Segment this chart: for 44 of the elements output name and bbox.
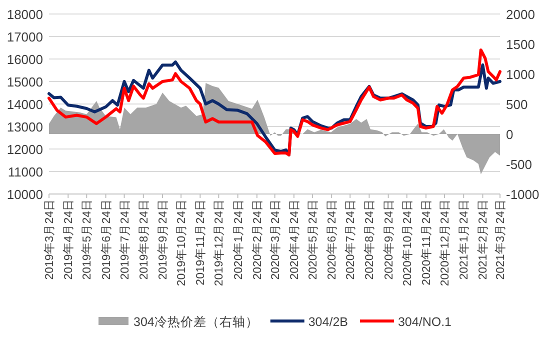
y2-tick-label: -1000: [506, 187, 540, 202]
y-tick-label: 17000: [6, 30, 43, 44]
y2-tick-label: 500: [506, 97, 528, 112]
x-tick-label: 2019年9月24日: [156, 199, 170, 280]
x-tick-label: 2021年3月24日: [494, 199, 507, 280]
x-tick-label: 2020年5月24日: [306, 199, 320, 280]
x-tick-label: 2019年7月24日: [118, 199, 132, 280]
legend-label: 304/2B: [308, 315, 348, 329]
y-tick-label: 14000: [6, 97, 43, 112]
y-tick-label: 16000: [6, 52, 43, 67]
legend-label: 304/NO.1: [398, 315, 452, 329]
x-tick-label: 2021年1月24日: [458, 199, 471, 280]
x-tick-label: 2019年4月24日: [62, 199, 76, 280]
x-tick-label: 2019年12月24日: [212, 199, 226, 286]
legend-label: 304冷热价差（右轴）: [134, 315, 258, 329]
x-tick-label: 2019年5月24日: [80, 199, 94, 280]
y-tick-label: 12000: [6, 142, 43, 157]
x-tick-label: 2021年2月24日: [476, 199, 490, 280]
x-tick-label: 2019年3月24日: [43, 199, 56, 280]
x-tick-label: 2019年8月24日: [137, 199, 150, 280]
x-tick-label: 2020年1月24日: [232, 199, 245, 280]
x-tick-label: 2020年12月24日: [438, 199, 452, 286]
y2-tick-label: 1000: [506, 67, 535, 82]
x-tick-label: 2019年6月24日: [100, 199, 113, 280]
x-tick-label: 2019年11月24日: [194, 199, 208, 286]
x-tick-label: 2020年11月24日: [420, 199, 433, 286]
y2-tick-label: 2000: [506, 7, 535, 22]
y-tick-label: 18000: [6, 7, 43, 22]
y2-tick-label: -500: [506, 157, 532, 172]
x-tick-label: 2019年10月24日: [175, 199, 188, 286]
y-tick-label: 13000: [6, 120, 43, 134]
y-tick-label: 15000: [6, 74, 43, 90]
y2-tick-label: 0: [506, 127, 514, 142]
x-tick-label: 2020年2月24日: [250, 199, 264, 280]
y2-tick-label: 1500: [506, 37, 535, 52]
x-tick-label: 2020年8月24日: [363, 199, 376, 280]
x-tick-label: 2020年3月24日: [268, 199, 282, 280]
y-tick-label: 10000: [6, 187, 43, 202]
x-tick-label: 2020年4月24日: [288, 199, 301, 280]
x-tick-label: 2020年10月24日: [400, 199, 414, 286]
x-tick-label: 2020年6月24日: [326, 199, 339, 280]
x-tick-label: 2020年7月24日: [344, 199, 358, 280]
x-tick-label: 2020年9月24日: [382, 199, 396, 280]
y-tick-label: 11000: [8, 164, 43, 180]
